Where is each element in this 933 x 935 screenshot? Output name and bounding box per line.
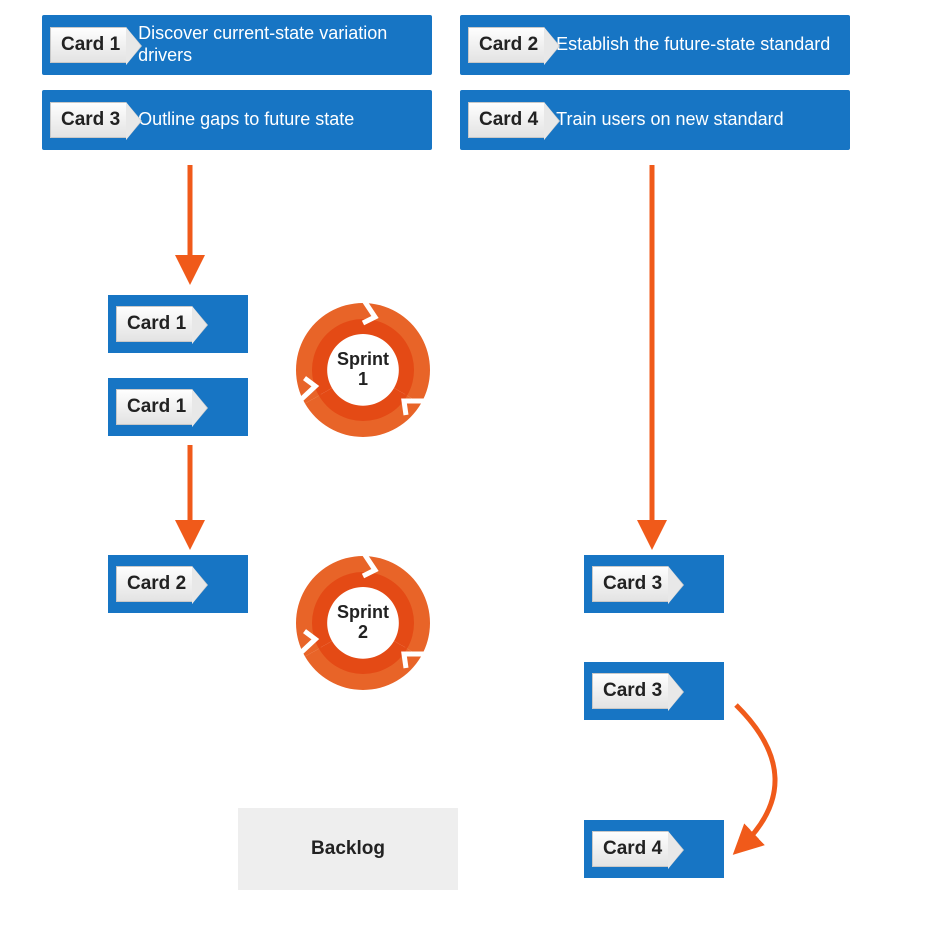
flow-arrows: [0, 0, 933, 935]
arrow-curve-icon: [736, 705, 775, 848]
diagram-canvas: Card 1 Discover current-state variation …: [0, 0, 933, 935]
